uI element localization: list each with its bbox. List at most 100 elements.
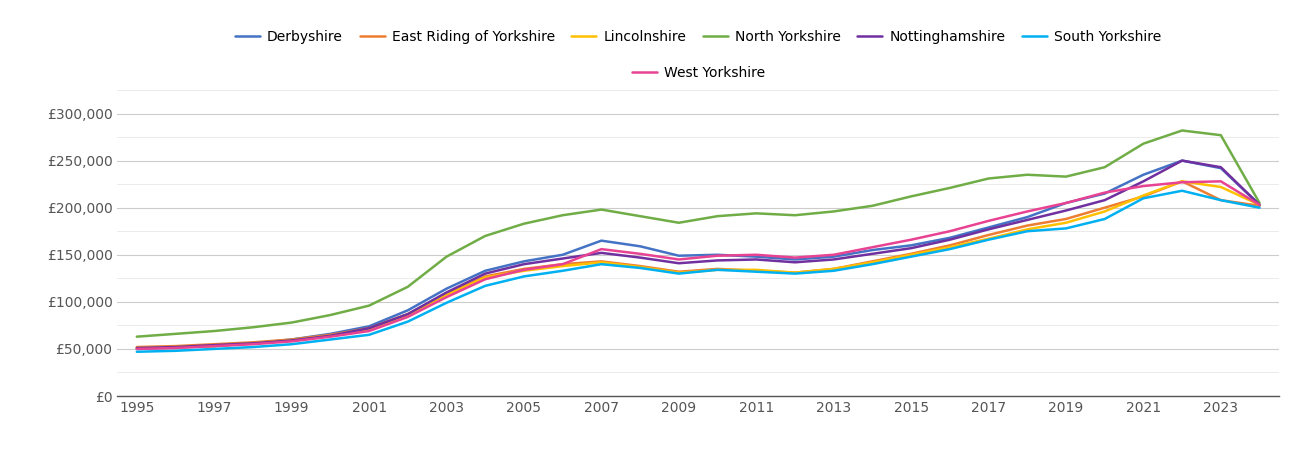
Lincolnshire [399, 312, 415, 318]
West Yorkshire [1096, 190, 1112, 195]
West Yorkshire [478, 277, 493, 282]
Lincolnshire [168, 344, 184, 350]
South Yorkshire [1174, 188, 1190, 194]
Nottinghamshire [361, 325, 377, 331]
Derbyshire [1058, 200, 1074, 206]
East Riding of Yorkshire [399, 311, 415, 317]
East Riding of Yorkshire [1174, 179, 1190, 184]
North Yorkshire [517, 221, 532, 226]
South Yorkshire [942, 247, 958, 252]
Lincolnshire [981, 236, 997, 242]
East Riding of Yorkshire [632, 263, 647, 269]
Lincolnshire [787, 270, 803, 275]
South Yorkshire [478, 283, 493, 288]
Derbyshire [787, 257, 803, 262]
East Riding of Yorkshire [981, 232, 997, 238]
Derbyshire [903, 243, 919, 248]
Derbyshire [399, 308, 415, 313]
North Yorkshire [826, 209, 842, 214]
South Yorkshire [1096, 216, 1112, 222]
North Yorkshire [399, 284, 415, 289]
Derbyshire [283, 337, 299, 342]
North Yorkshire [942, 185, 958, 191]
South Yorkshire [283, 342, 299, 347]
West Yorkshire [283, 339, 299, 344]
West Yorkshire [168, 345, 184, 351]
Nottinghamshire [438, 290, 454, 295]
North Yorkshire [322, 312, 338, 318]
Derbyshire [517, 259, 532, 264]
Derbyshire [1212, 166, 1228, 171]
Line: East Riding of Yorkshire: East Riding of Yorkshire [137, 181, 1259, 347]
South Yorkshire [671, 271, 686, 276]
North Yorkshire [632, 213, 647, 219]
West Yorkshire [710, 253, 726, 258]
East Riding of Yorkshire [478, 274, 493, 279]
West Yorkshire [1135, 183, 1151, 189]
Lincolnshire [1251, 202, 1267, 207]
East Riding of Yorkshire [594, 259, 609, 264]
Lincolnshire [438, 292, 454, 298]
North Yorkshire [245, 324, 261, 330]
North Yorkshire [206, 328, 222, 334]
West Yorkshire [671, 257, 686, 262]
West Yorkshire [903, 237, 919, 243]
Lincolnshire [129, 345, 145, 351]
Derbyshire [361, 324, 377, 329]
East Riding of Yorkshire [1212, 198, 1228, 203]
Lincolnshire [1058, 220, 1074, 225]
Nottinghamshire [671, 261, 686, 266]
North Yorkshire [748, 211, 763, 216]
North Yorkshire [787, 212, 803, 218]
Legend: West Yorkshire: West Yorkshire [632, 66, 765, 81]
North Yorkshire [710, 213, 726, 219]
South Yorkshire [865, 261, 881, 267]
North Yorkshire [129, 334, 145, 339]
West Yorkshire [129, 346, 145, 351]
South Yorkshire [1135, 196, 1151, 201]
Lincolnshire [283, 338, 299, 343]
West Yorkshire [865, 244, 881, 250]
West Yorkshire [748, 252, 763, 257]
Lincolnshire [478, 274, 493, 280]
Derbyshire [1251, 202, 1267, 207]
Nottinghamshire [283, 338, 299, 343]
South Yorkshire [903, 254, 919, 259]
South Yorkshire [981, 237, 997, 243]
East Riding of Yorkshire [1135, 194, 1151, 199]
West Yorkshire [361, 328, 377, 334]
South Yorkshire [594, 261, 609, 267]
East Riding of Yorkshire [361, 325, 377, 331]
Line: Derbyshire: Derbyshire [137, 161, 1259, 349]
Lincolnshire [942, 244, 958, 250]
Lincolnshire [671, 270, 686, 275]
Nottinghamshire [1212, 165, 1228, 170]
East Riding of Yorkshire [206, 342, 222, 347]
East Riding of Yorkshire [942, 243, 958, 248]
Nottinghamshire [555, 256, 570, 261]
East Riding of Yorkshire [438, 292, 454, 297]
North Yorkshire [1212, 132, 1228, 138]
Line: Lincolnshire: Lincolnshire [137, 181, 1259, 348]
South Yorkshire [1212, 198, 1228, 203]
West Yorkshire [399, 314, 415, 319]
North Yorkshire [594, 207, 609, 212]
Nottinghamshire [168, 344, 184, 350]
Lincolnshire [748, 267, 763, 273]
Derbyshire [826, 254, 842, 259]
Nottinghamshire [517, 261, 532, 267]
Nottinghamshire [632, 255, 647, 260]
Lincolnshire [1174, 179, 1190, 184]
Nottinghamshire [245, 341, 261, 346]
Line: West Yorkshire: West Yorkshire [137, 181, 1259, 349]
Lincolnshire [361, 326, 377, 332]
Lincolnshire [245, 341, 261, 346]
East Riding of Yorkshire [903, 251, 919, 256]
East Riding of Yorkshire [1251, 203, 1267, 208]
North Yorkshire [555, 212, 570, 218]
Derbyshire [206, 343, 222, 349]
Nottinghamshire [1058, 208, 1074, 213]
West Yorkshire [1019, 209, 1035, 214]
North Yorkshire [478, 233, 493, 238]
North Yorkshire [1096, 165, 1112, 170]
